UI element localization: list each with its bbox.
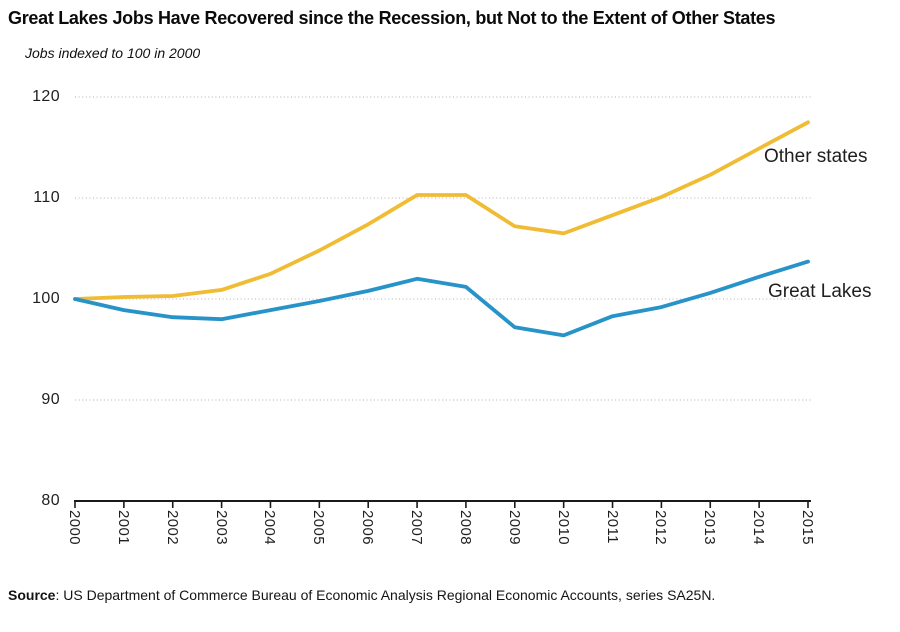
x-axis-label-2002: 2002 [163,510,181,545]
y-axis-label-120: 120 [32,88,60,105]
series-line-great-lakes [73,259,810,338]
y-axis-label-110: 110 [33,189,60,206]
y-axis-label-100: 100 [32,290,60,307]
x-axis-label-2003: 2003 [212,510,230,545]
x-axis-label-2001: 2001 [114,510,132,545]
series-label-other-states: Other states [764,146,868,167]
x-axis-label-2012: 2012 [652,510,670,545]
x-axis-label-2004: 2004 [261,510,279,545]
source-text: : US Department of Commerce Bureau of Ec… [55,587,716,603]
x-axis-label-2007: 2007 [408,510,426,545]
x-axis-label-2015: 2015 [799,510,816,545]
x-axis-label-2006: 2006 [359,510,377,545]
x-axis-label-2005: 2005 [310,510,328,545]
series-label-great-lakes: Great Lakes [768,281,872,302]
x-axis-label-2009: 2009 [505,510,523,545]
x-axis-label-2000: 2000 [66,510,83,545]
series-line-other-states [73,120,810,301]
y-axis-label-90: 90 [41,391,60,408]
x-axis-label-2011: 2011 [603,510,621,544]
y-axis-label-80: 80 [41,492,60,509]
x-axis-label-2013: 2013 [701,510,719,545]
x-axis-label-2010: 2010 [554,510,572,545]
x-axis-label-2008: 2008 [456,510,474,545]
chart-subtitle: Jobs indexed to 100 in 2000 [25,45,201,61]
source-note: Source: US Department of Commerce Bureau… [8,587,888,603]
x-axis-label-2014: 2014 [750,510,768,545]
chart-title: Great Lakes Jobs Have Recovered since th… [8,8,776,28]
source-prefix: Source [8,587,56,603]
